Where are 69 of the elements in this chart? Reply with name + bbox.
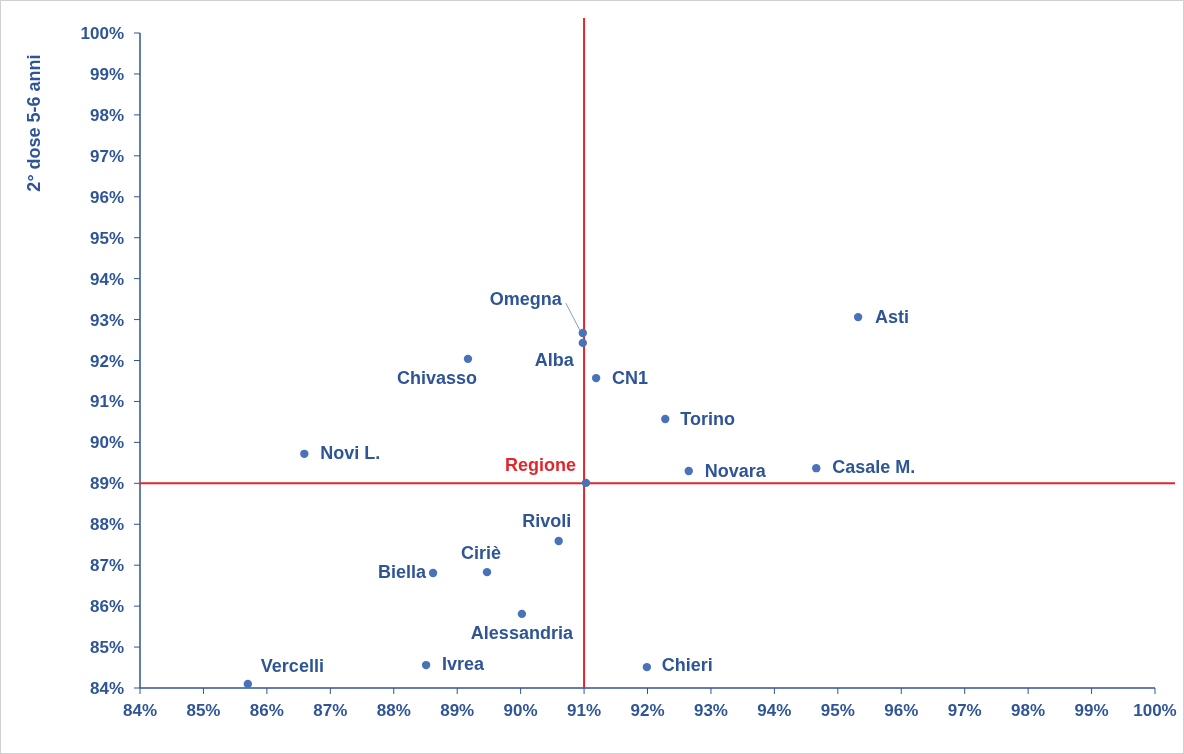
point bbox=[554, 536, 563, 546]
y-tick-label: 85% bbox=[89, 638, 124, 658]
annotation: Alessandria bbox=[470, 622, 574, 643]
point bbox=[463, 354, 473, 364]
point bbox=[243, 679, 253, 689]
x-tick-label: 98% bbox=[1011, 701, 1046, 720]
x-tick-label: 90% bbox=[503, 701, 538, 720]
y-tick-label: 98% bbox=[89, 105, 124, 125]
y-tick-label: 86% bbox=[89, 597, 124, 617]
annotation: Omegna bbox=[489, 289, 563, 310]
y-tick-label: 87% bbox=[89, 556, 124, 576]
y-axis-title: 2° dose 5-6 anni bbox=[24, 54, 44, 192]
annotation: Ivrea bbox=[442, 654, 486, 675]
point bbox=[661, 414, 670, 424]
x-tick-label: 85% bbox=[186, 701, 221, 720]
x-tick-label: 94% bbox=[757, 701, 792, 720]
point bbox=[578, 338, 587, 348]
x-tick-label: 86% bbox=[249, 701, 284, 720]
x-tick-label: 100% bbox=[1133, 701, 1177, 720]
point bbox=[421, 660, 431, 670]
annotation: Alba bbox=[534, 349, 575, 370]
y-tick-label: 99% bbox=[89, 64, 124, 84]
annotation: Chivasso bbox=[396, 367, 477, 388]
annotation: CN1 bbox=[612, 368, 649, 389]
point bbox=[517, 609, 527, 619]
x-tick-label: 95% bbox=[820, 701, 855, 720]
annotation: Novi L. bbox=[320, 442, 381, 463]
y-tick-label: 95% bbox=[89, 228, 124, 248]
y-tick-label: 97% bbox=[89, 146, 124, 166]
y-tick-label: 89% bbox=[89, 474, 124, 494]
point bbox=[812, 463, 821, 473]
point bbox=[581, 478, 591, 488]
y-tick-label: 90% bbox=[89, 433, 124, 453]
x-tick-label: 89% bbox=[440, 701, 475, 720]
y-tick-label: 93% bbox=[89, 310, 124, 330]
x-tick-label: 93% bbox=[693, 701, 728, 720]
annotation: Torino bbox=[680, 409, 735, 430]
point bbox=[300, 449, 309, 459]
y-tick-label: 91% bbox=[89, 392, 124, 412]
point bbox=[591, 373, 601, 383]
x-tick-label: 99% bbox=[1074, 701, 1109, 720]
x-tick-label: 87% bbox=[313, 701, 348, 720]
x-tick-label: 96% bbox=[884, 701, 919, 720]
point bbox=[642, 662, 652, 672]
annotation: Vercelli bbox=[260, 655, 324, 676]
y-tick-label: 92% bbox=[89, 351, 124, 371]
annotation: Biella bbox=[378, 561, 428, 582]
point bbox=[684, 466, 693, 476]
point bbox=[482, 567, 492, 577]
point bbox=[428, 568, 438, 578]
x-tick-label: 91% bbox=[567, 701, 602, 720]
point bbox=[853, 312, 863, 322]
point bbox=[578, 328, 587, 338]
x-tick-label: 88% bbox=[376, 701, 411, 720]
annotation: Ciriè bbox=[460, 543, 502, 564]
x-tick-label: 97% bbox=[947, 701, 982, 720]
annotation: Novara bbox=[704, 461, 767, 482]
y-tick-label: 94% bbox=[89, 269, 124, 289]
y-tick-label: 100% bbox=[80, 24, 124, 43]
y-tick-label: 96% bbox=[89, 187, 124, 207]
annotation: Casale M. bbox=[832, 457, 916, 478]
annotation: Rivoli bbox=[522, 511, 572, 532]
annotation: Asti bbox=[875, 307, 910, 328]
ref-line-label: Regione bbox=[505, 455, 577, 476]
y-tick-label: 84% bbox=[89, 679, 124, 698]
x-tick-label: 92% bbox=[630, 701, 665, 720]
x-tick-label: 84% bbox=[122, 701, 158, 720]
annotation: Chieri bbox=[661, 655, 713, 676]
y-tick-label: 88% bbox=[89, 515, 124, 535]
